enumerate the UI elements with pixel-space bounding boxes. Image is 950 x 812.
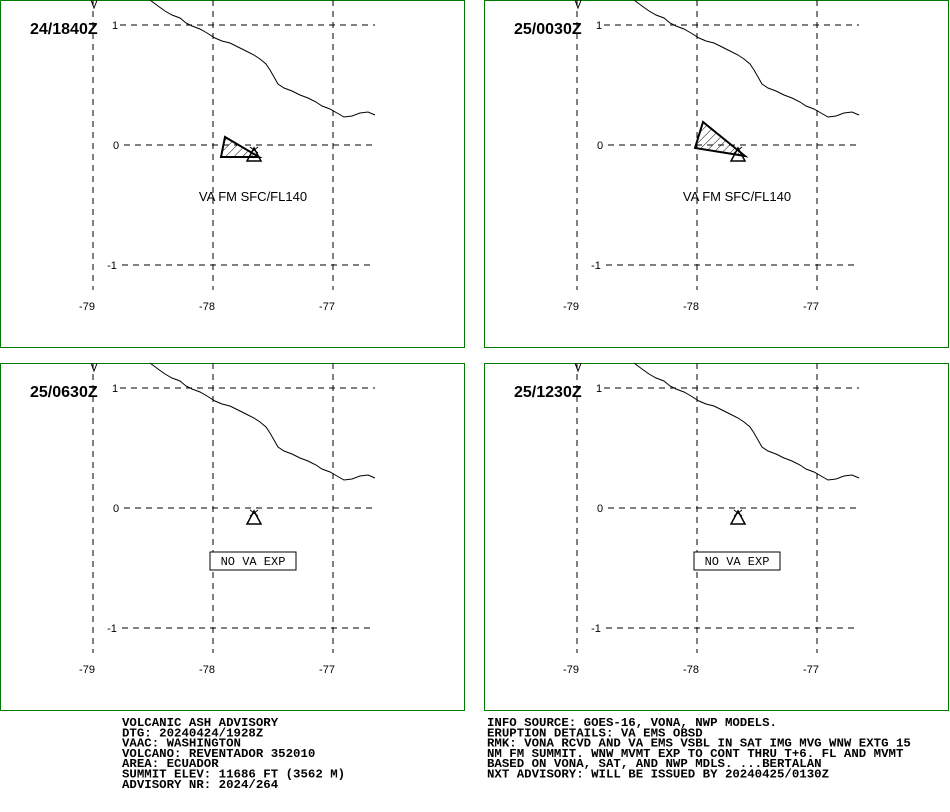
coastline bbox=[149, 0, 376, 118]
notice-box bbox=[693, 551, 781, 571]
valid-time: 24/1840Z bbox=[30, 21, 98, 38]
lat-label: -1 bbox=[107, 623, 117, 635]
advisory-line: VOLCANIC ASH ADVISORY bbox=[122, 716, 279, 730]
advisory-line: ADVISORY NR: 2024/264 bbox=[122, 778, 279, 792]
ash-area bbox=[693, 120, 749, 158]
advisory-line: NM FM SUMMIT. WNW MVMT EXP TO CONT THRU … bbox=[487, 747, 904, 761]
notice-box bbox=[209, 551, 297, 571]
lat-label: 0 bbox=[597, 503, 603, 515]
advisory-line: DTG: 20240424/1928Z bbox=[122, 726, 263, 740]
ash-label: VA FM SFC/FL140 bbox=[683, 189, 791, 204]
lon-label: -77 bbox=[803, 301, 819, 313]
valid-time: 25/1230Z bbox=[514, 384, 582, 401]
notice: NO VA EXP bbox=[221, 555, 286, 569]
ash-area bbox=[219, 135, 263, 158]
volcano bbox=[245, 146, 263, 162]
ash-label: VA FM SFC/FL140 bbox=[199, 189, 307, 204]
advisory-line: SUMMIT ELEV: 11686 FT (3562 M) bbox=[122, 768, 345, 782]
lon-label: -79 bbox=[79, 301, 95, 313]
lat-label: -1 bbox=[107, 260, 117, 272]
lon-label: -79 bbox=[563, 664, 579, 676]
panel-border bbox=[0, 0, 465, 348]
panel-border bbox=[484, 363, 949, 711]
volcano-plume bbox=[249, 146, 259, 154]
advisory-line: ERUPTION DETAILS: VA EMS OBSD bbox=[487, 726, 703, 740]
lon-label: -77 bbox=[319, 301, 335, 313]
coastline bbox=[149, 362, 376, 481]
lat-label: 1 bbox=[112, 20, 118, 32]
lon-label: -78 bbox=[199, 664, 215, 676]
advisory-line: NXT ADVISORY: WILL BE ISSUED BY 20240425… bbox=[487, 768, 829, 782]
panel-border bbox=[484, 0, 949, 348]
advisory-line: BASED ON VONA, SAT, AND NWP MDLS. ...BER… bbox=[487, 757, 822, 771]
lon-label: -78 bbox=[199, 301, 215, 313]
lat-label: -1 bbox=[591, 623, 601, 635]
lat-label: 0 bbox=[597, 140, 603, 152]
lon-label: -77 bbox=[319, 664, 335, 676]
map-panel: 1 0 -1 -79 -78 -77 25/1230Z NO VA EXP bbox=[484, 362, 949, 711]
volcano bbox=[729, 146, 747, 162]
coastline bbox=[90, 362, 98, 373]
panel-border bbox=[0, 363, 465, 711]
coastline bbox=[633, 362, 860, 481]
lon-label: -78 bbox=[683, 664, 699, 676]
lat-label: -1 bbox=[591, 260, 601, 272]
valid-time: 25/0630Z bbox=[30, 384, 98, 401]
advisory-line: AREA: ECUADOR bbox=[122, 757, 219, 771]
advisory-line: VAAC: WASHINGTON bbox=[122, 737, 241, 751]
volcano-plume bbox=[249, 509, 259, 517]
volcano bbox=[729, 509, 747, 525]
lat-label: 1 bbox=[112, 383, 118, 395]
lon-label: -78 bbox=[683, 301, 699, 313]
lon-label: -79 bbox=[563, 301, 579, 313]
map-panel: 1 0 -1 -79 -78 -77 24/1840Z VA FM SFC/FL140 bbox=[0, 0, 465, 348]
lon-label: -79 bbox=[79, 664, 95, 676]
coastline bbox=[633, 0, 860, 118]
map-panel: 1 0 -1 -79 -78 -77 25/0630Z NO VA EXP bbox=[0, 362, 465, 711]
valid-time: 25/0030Z bbox=[514, 21, 582, 38]
advisory-line: VOLCANO: REVENTADOR 352010 bbox=[122, 747, 315, 761]
advisory-line: INFO SOURCE: GOES-16, VONA, NWP MODELS. bbox=[487, 716, 777, 730]
notice: NO VA EXP bbox=[705, 555, 770, 569]
volcano-plume bbox=[733, 509, 743, 517]
volcano bbox=[245, 509, 263, 525]
coastline bbox=[574, 0, 582, 10]
lon-label: -77 bbox=[803, 664, 819, 676]
lat-label: 0 bbox=[113, 140, 119, 152]
coastline bbox=[574, 362, 582, 373]
lat-label: 1 bbox=[596, 383, 602, 395]
lat-label: 0 bbox=[113, 503, 119, 515]
coastline bbox=[90, 0, 98, 10]
map-panel: 1 0 -1 -79 -78 -77 25/0030Z VA FM SFC/FL140 bbox=[484, 0, 949, 348]
lat-label: 1 bbox=[596, 20, 602, 32]
volcano-plume bbox=[733, 146, 743, 154]
advisory-line: RMK: VONA RCVD AND VA EMS VSBL IN SAT IM… bbox=[487, 737, 911, 751]
